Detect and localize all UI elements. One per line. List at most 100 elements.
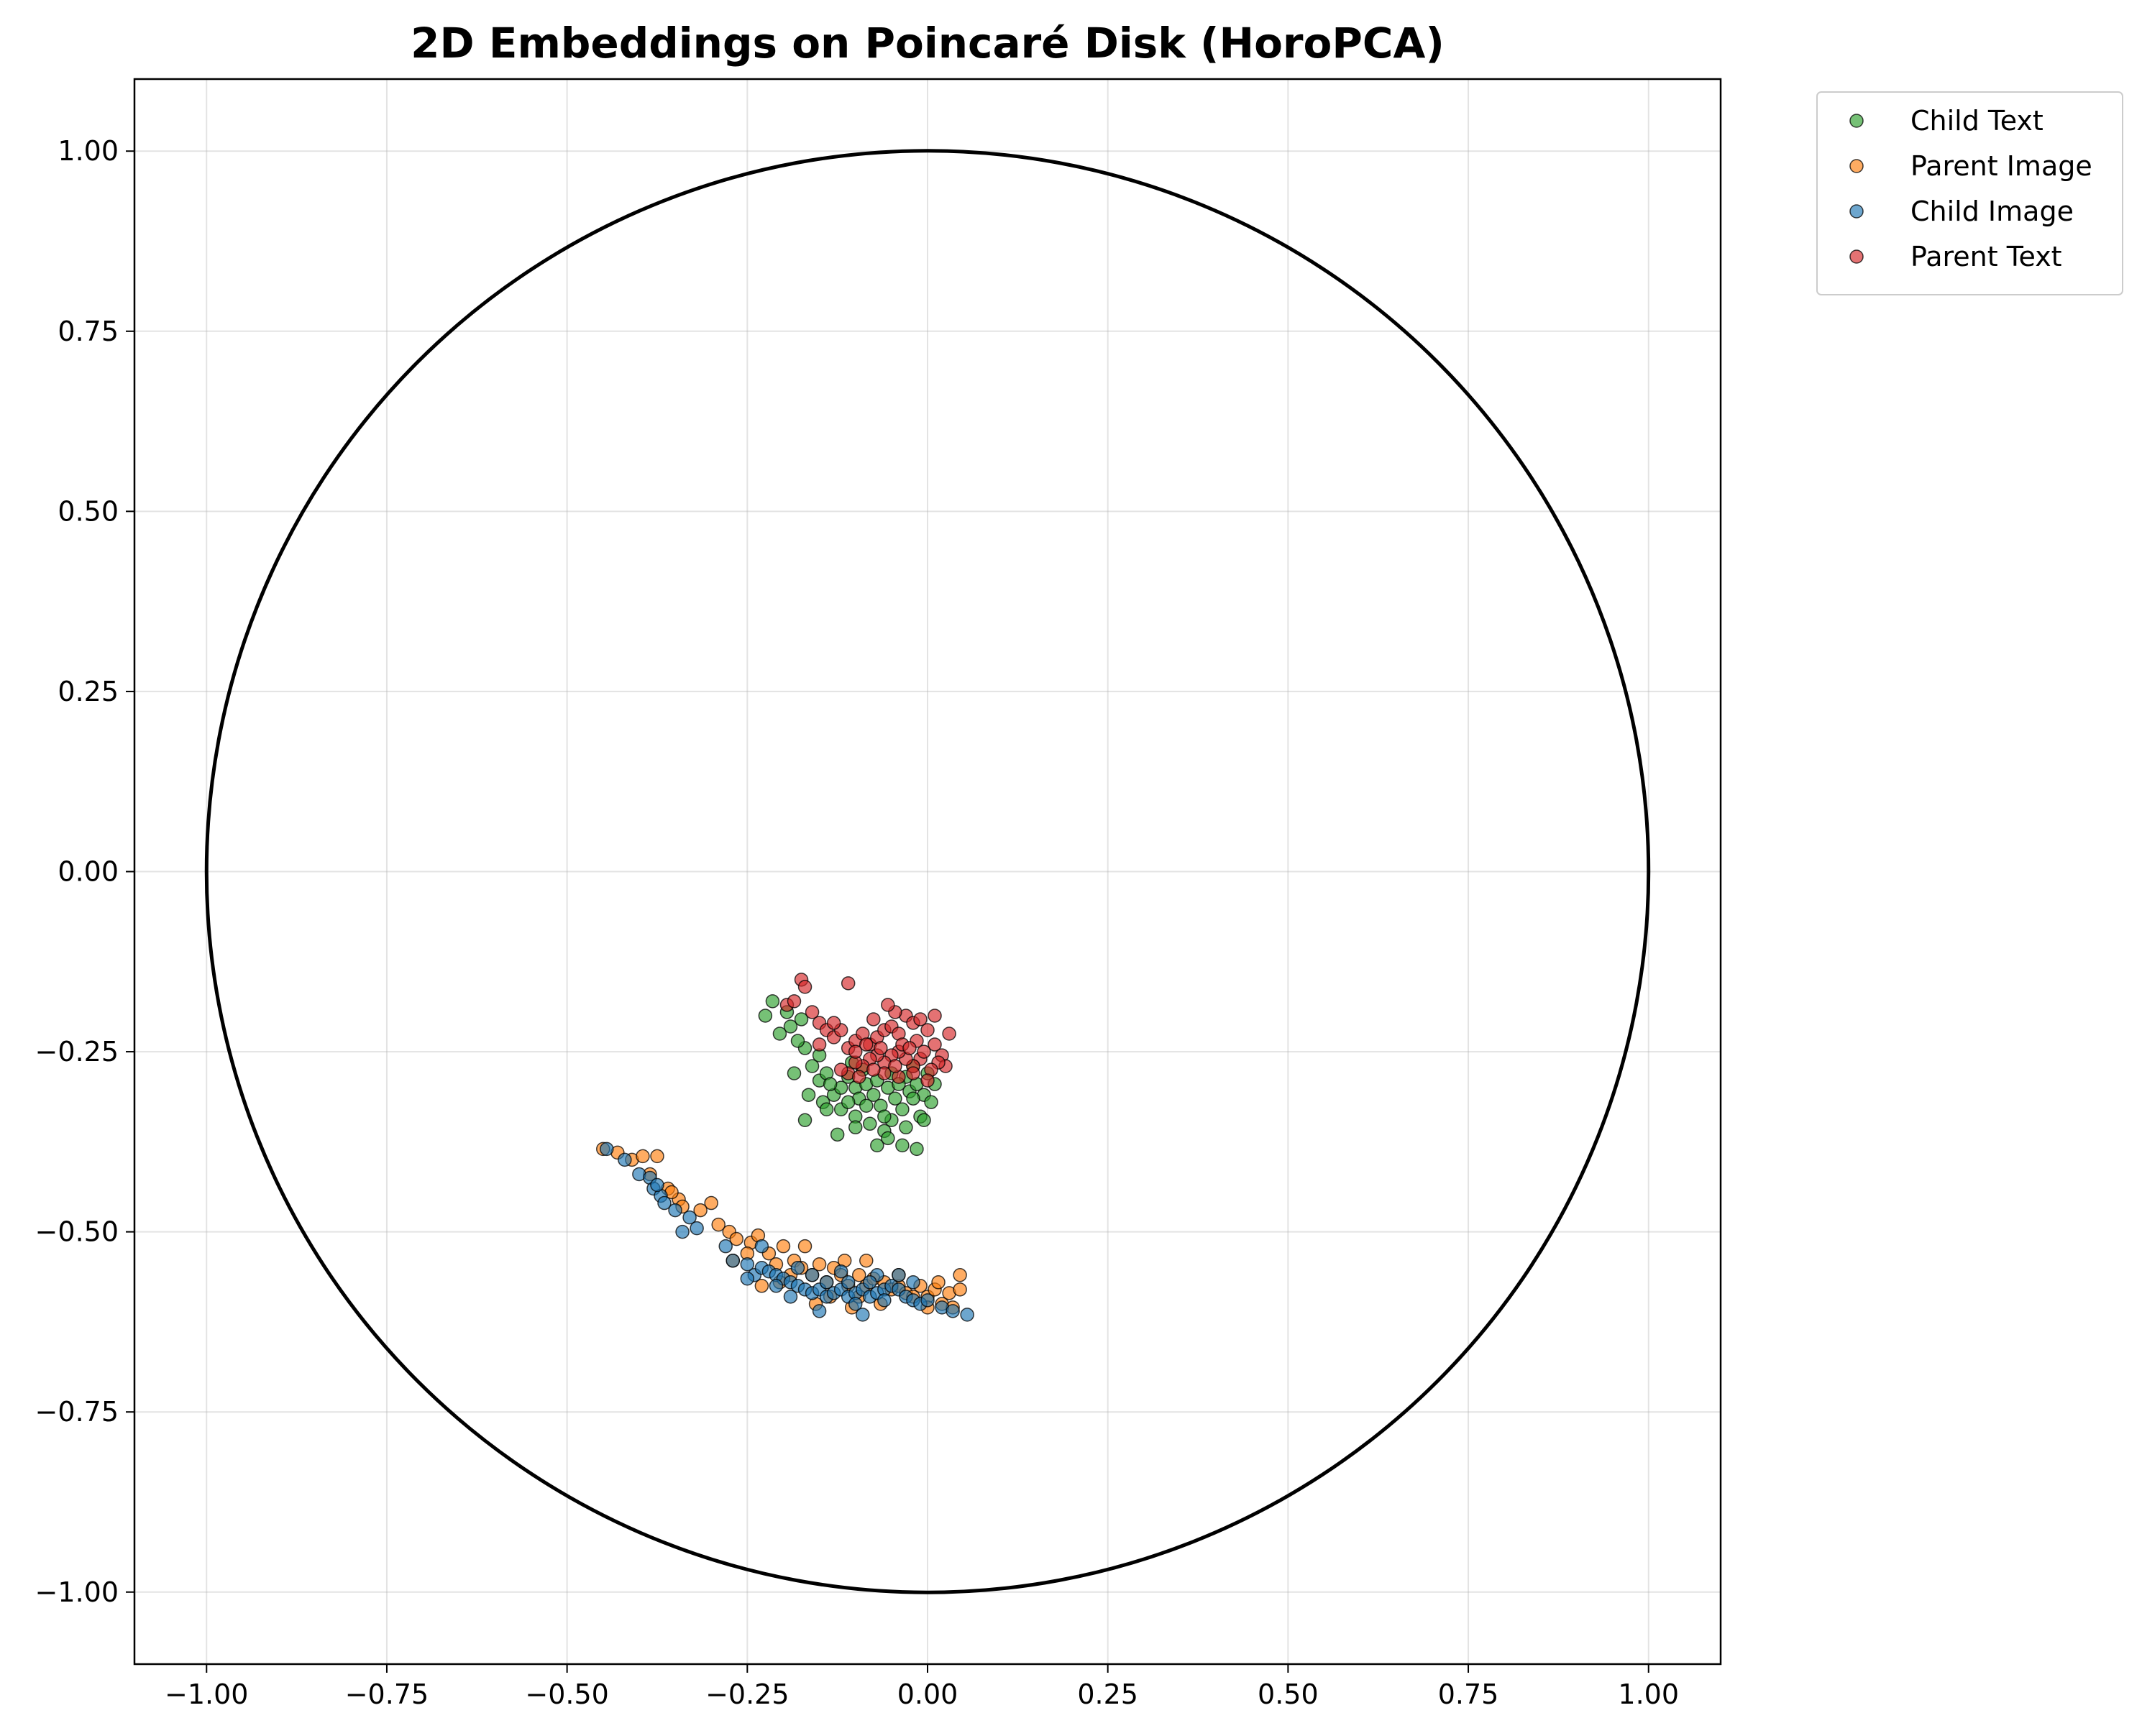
data-point [928, 1009, 942, 1023]
data-point [895, 1102, 910, 1116]
data-point [740, 1257, 755, 1272]
data-point [841, 976, 856, 991]
data-point [848, 1120, 863, 1135]
data-point [805, 1268, 820, 1282]
legend-label: Child Image [1910, 196, 2074, 227]
x-tick-label: 0.00 [897, 1678, 958, 1710]
legend-marker [1849, 249, 1864, 264]
data-point [805, 1059, 820, 1073]
x-tick-label: 0.75 [1438, 1678, 1499, 1710]
data-point [690, 1221, 704, 1236]
data-point [704, 1195, 718, 1211]
data-point [711, 1217, 726, 1232]
data-point [881, 998, 895, 1012]
data-point [953, 1268, 967, 1282]
data-point [718, 1239, 733, 1254]
data-point [920, 1073, 935, 1088]
y-tick-label: 1.00 [58, 135, 119, 167]
data-point [790, 1261, 805, 1275]
data-point [650, 1149, 664, 1164]
data-point [657, 1195, 672, 1211]
data-point [765, 994, 780, 1009]
legend-marker [1849, 159, 1864, 173]
series-child-image [600, 1142, 974, 1322]
data-point [906, 1275, 920, 1290]
y-tick-label: −0.75 [35, 1396, 119, 1428]
data-point [823, 1077, 838, 1091]
data-point [859, 1098, 874, 1113]
data-point [797, 1239, 813, 1254]
data-point [826, 1016, 841, 1030]
data-point [772, 1027, 787, 1041]
data-point [902, 1041, 917, 1055]
data-point [920, 1023, 935, 1037]
data-point [819, 1275, 834, 1290]
data-point [833, 1062, 848, 1077]
data-point [776, 1239, 791, 1254]
x-tick-label: 1.00 [1618, 1678, 1679, 1710]
data-point [675, 1224, 690, 1239]
data-point [783, 1290, 798, 1304]
x-tick-label: −0.50 [525, 1678, 608, 1710]
data-point [754, 1239, 769, 1254]
y-axis: 1.00 0.75 0.50 0.25 0.00 −0.25 −0.50 −0.75 −1.00 [35, 135, 134, 1608]
data-point [859, 1253, 874, 1268]
legend-label: Child Text [1910, 105, 2043, 137]
scatter-points [596, 973, 974, 1322]
data-point [668, 1203, 682, 1218]
x-tick-label: −0.25 [705, 1678, 789, 1710]
data-point [693, 1203, 708, 1218]
x-tick-label: 0.50 [1258, 1678, 1319, 1710]
grid [134, 79, 1721, 1664]
data-point [859, 1037, 874, 1052]
y-tick-label: −1.00 [35, 1576, 119, 1608]
data-point [841, 1095, 856, 1109]
x-axis: −1.00 −0.75 −0.50 −0.25 0.00 0.25 0.50 0.75 1.00 [165, 1664, 1679, 1710]
legend-label: Parent Image [1910, 150, 2092, 182]
data-point [794, 1012, 809, 1027]
data-point [819, 1102, 834, 1116]
data-point [888, 1091, 902, 1106]
data-point [769, 1279, 784, 1293]
legend-box [1816, 91, 2123, 295]
data-point [928, 1037, 942, 1052]
x-tick-label: −0.75 [345, 1678, 429, 1710]
data-point [833, 1264, 848, 1279]
data-point [881, 1131, 895, 1146]
y-tick-label: 0.50 [58, 495, 119, 527]
data-point [636, 1149, 650, 1164]
data-point [899, 1120, 913, 1135]
data-point [866, 1088, 881, 1102]
data-point [877, 1293, 892, 1308]
data-point [618, 1152, 632, 1167]
data-point [863, 1275, 877, 1290]
legend-marker [1849, 204, 1864, 219]
data-point [848, 1297, 863, 1311]
data-point [600, 1142, 614, 1157]
series-parent-text [779, 973, 956, 1088]
data-point [874, 1041, 888, 1055]
data-point [729, 1231, 744, 1246]
y-tick-label: 0.25 [58, 676, 119, 707]
data-point [892, 1268, 906, 1282]
data-point [841, 1275, 856, 1290]
y-tick-label: −0.50 [35, 1216, 119, 1248]
data-point [851, 1070, 866, 1084]
data-point [801, 1088, 816, 1102]
data-point [797, 1113, 813, 1128]
x-tick-label: −1.00 [165, 1678, 248, 1710]
data-point [797, 980, 813, 994]
data-point [913, 1012, 928, 1027]
data-point [812, 1257, 827, 1272]
y-tick-label: 0.00 [58, 856, 119, 888]
data-point [953, 1282, 967, 1297]
data-point [866, 1062, 881, 1077]
data-point [960, 1308, 974, 1322]
y-tick-label: −0.25 [35, 1036, 119, 1067]
legend-marker [1849, 114, 1864, 128]
data-point [866, 1012, 881, 1027]
data-point [851, 1268, 866, 1282]
data-point [917, 1113, 931, 1128]
data-point [920, 1293, 935, 1308]
